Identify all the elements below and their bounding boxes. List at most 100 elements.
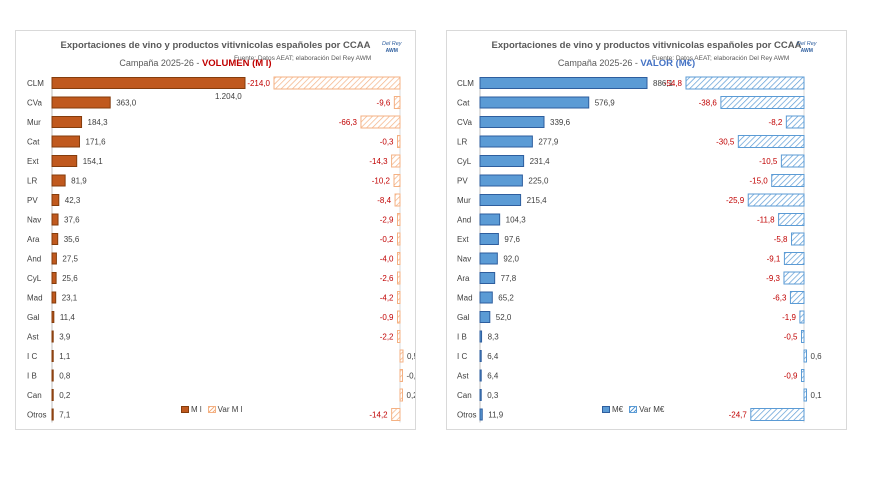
variation-bar: [750, 408, 805, 421]
variation-bar: [397, 271, 401, 285]
category-row: Nav 92,0 -9,1: [457, 252, 805, 265]
variation-label: 0,1: [811, 391, 823, 400]
value-bar: [479, 155, 525, 167]
value-label: 25,6: [62, 274, 78, 283]
value-label: 1.204,0: [215, 92, 242, 101]
value-label: 7,1: [59, 411, 71, 420]
value-label: 576,9: [595, 99, 616, 108]
variation-bar: [399, 369, 403, 382]
variation-label: -1,9: [782, 313, 796, 322]
variation-label: -8,4: [377, 196, 391, 205]
variation-label: -30,5: [716, 138, 735, 147]
variation-bar: [803, 388, 807, 402]
chart-subtitle-line: Campaña 2025-26 - VOLUMEN (M l): [16, 53, 415, 71]
category-row: And 27,5 -4,0: [27, 252, 401, 265]
value-label: 277,9: [538, 138, 559, 147]
variation-label: 0,6: [811, 352, 823, 361]
chart-subtitle: Campaña 2025-26 -: [557, 58, 641, 68]
variation-label: -9,3: [766, 274, 780, 283]
variation-label: -2,2: [380, 333, 394, 342]
value-bar: [51, 252, 57, 265]
chart-volumen: Exportaciones de vino y productos vitivn…: [15, 30, 416, 430]
category-label: Mad: [457, 294, 473, 303]
category-row: Ext 154,1 -14,3: [27, 154, 401, 168]
value-label: 65,2: [498, 294, 514, 303]
variation-label: -214,0: [247, 79, 270, 88]
legend: M l Var M l: [181, 405, 242, 414]
category-label: CVa: [457, 118, 473, 127]
variation-label: -11,8: [757, 216, 775, 225]
category-label: I B: [457, 333, 467, 342]
chart-subtitle-line: Campaña 2025-26 - VALOR (M€): [447, 53, 846, 71]
category-label: And: [457, 216, 471, 225]
category-label: PV: [457, 177, 468, 186]
value-label: 225,0: [528, 177, 549, 186]
value-bar: [479, 369, 482, 382]
category-label: I C: [457, 352, 467, 361]
category-row: CVa 339,6 -8,2: [457, 115, 805, 129]
variation-label: -0,2: [380, 235, 394, 244]
legend: M€ Var M€: [602, 405, 664, 414]
variation-bar: [360, 115, 401, 129]
value-bar: [51, 213, 59, 226]
category-row: Ast 6,4 -0,9: [457, 369, 805, 382]
value-bar: [51, 233, 59, 245]
value-label: 0,8: [59, 372, 71, 381]
category-row: Can 0,3 0,1: [457, 388, 823, 402]
value-bar: [51, 174, 66, 187]
value-bar: [479, 135, 533, 148]
category-label: Ast: [27, 333, 39, 342]
value-label: 35,6: [64, 235, 80, 244]
value-label: 231,4: [530, 157, 551, 166]
category-label: Ara: [457, 274, 470, 283]
category-row: LR 81,9 -10,2: [27, 174, 401, 187]
value-bar: [51, 330, 54, 343]
value-bar: [479, 174, 523, 187]
value-bar: [479, 272, 496, 284]
variation-label: 0,2: [407, 391, 416, 400]
variation-label: -10,2: [372, 177, 391, 186]
value-bar: [51, 116, 83, 128]
category-row: PV 42,3 -8,4: [27, 193, 401, 207]
category-row: Gal 52,0 -1,9: [457, 310, 805, 324]
variation-label: -0,5: [784, 333, 798, 342]
legend-label-series2: Var M l: [217, 405, 243, 414]
variation-label: 0,5: [407, 352, 415, 361]
legend-item-series2: Var M€: [629, 405, 664, 414]
category-row: Gal 11,4 -0,9: [27, 310, 401, 324]
category-row: Cat 576,9 -38,6: [457, 96, 805, 109]
variation-bar: [771, 174, 805, 187]
variation-bar: [397, 291, 401, 304]
chart-source: Fuente: Datos AEAT; elaboración Del Rey …: [652, 55, 790, 62]
category-row: Cat 171,6 -0,3: [27, 135, 401, 148]
category-label: CyL: [457, 157, 472, 166]
value-bar: [479, 77, 648, 89]
category-row: Mad 23,1 -4,2: [27, 291, 401, 304]
variation-label: -2,9: [380, 216, 394, 225]
category-label: Ast: [457, 372, 469, 381]
variation-bar: [397, 252, 401, 265]
variation-bar: [397, 232, 401, 246]
chart-subtitle: Campaña 2025-26 -: [119, 58, 202, 68]
value-label: 0,3: [487, 391, 499, 400]
category-row: Mur 215,4 -25,9: [457, 193, 805, 207]
category-row: Otros 7,1 -14,2: [27, 408, 401, 421]
logo: Del Rey AWM: [797, 41, 817, 55]
value-label: 92,0: [503, 255, 519, 264]
variation-label: -4,0: [380, 255, 394, 264]
category-label: Nav: [457, 255, 471, 264]
variation-bar: [685, 76, 805, 90]
category-row: Nav 37,6 -2,9: [27, 213, 401, 226]
value-bar: [51, 389, 54, 401]
variation-bar: [789, 291, 805, 304]
category-label: LR: [457, 138, 467, 147]
value-bar: [479, 408, 483, 421]
legend-item-series1: M l: [181, 405, 202, 414]
value-label: 171,6: [86, 138, 107, 147]
chart-source: Fuente: Datos AEAT; elaboración Del Rey …: [234, 55, 372, 62]
value-bar: [51, 369, 54, 382]
category-row: CLM 886,1-54,8: [457, 76, 805, 90]
value-bar: [51, 272, 57, 284]
value-bar: [479, 389, 482, 401]
category-label: Nav: [27, 216, 41, 225]
